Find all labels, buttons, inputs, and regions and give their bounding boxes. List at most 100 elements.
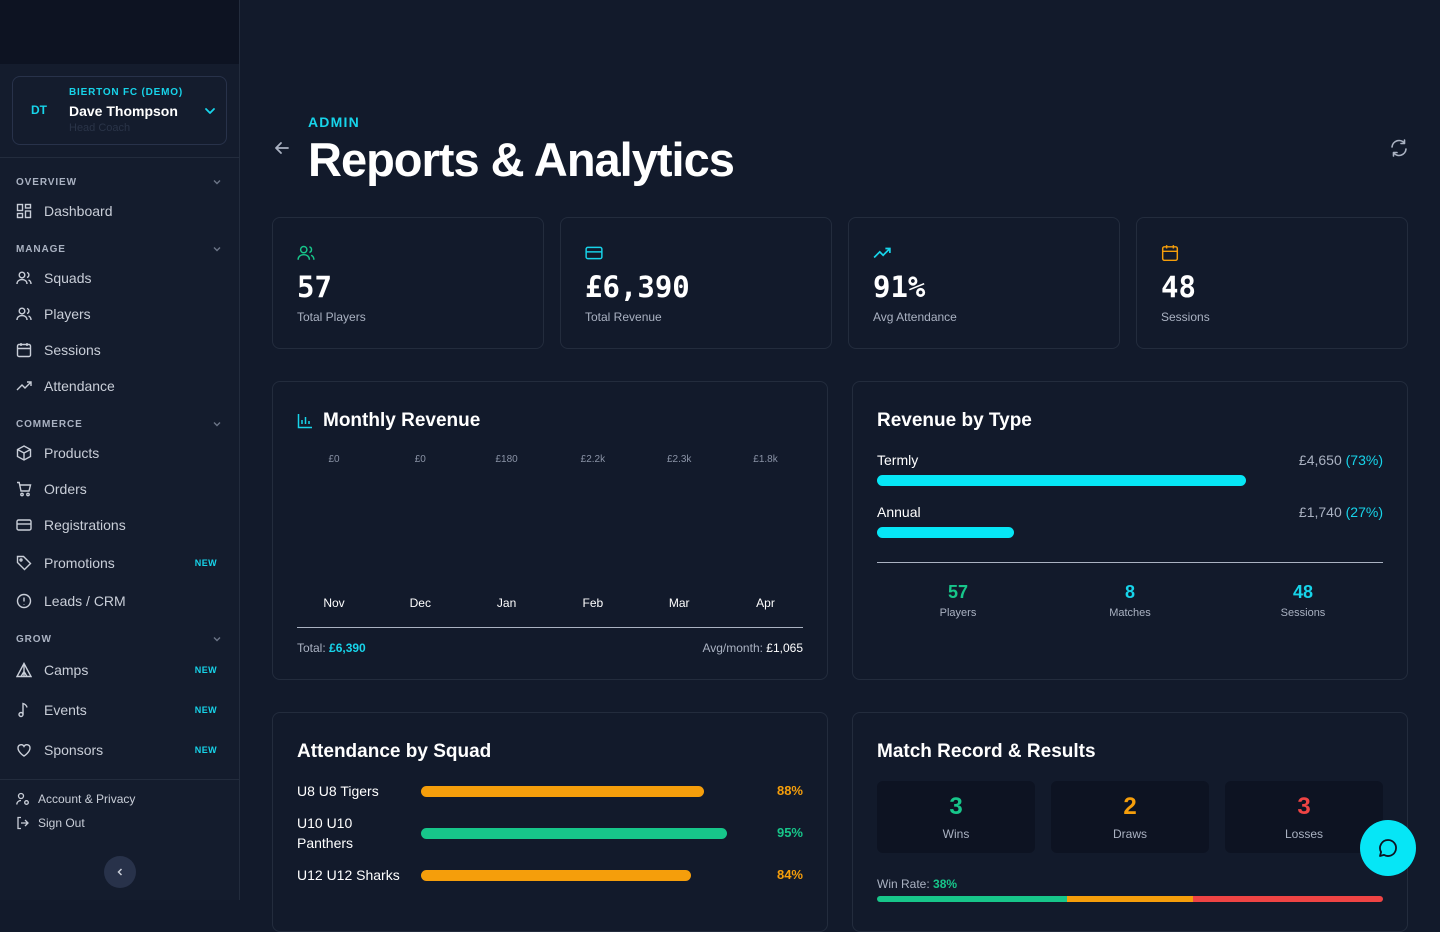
account-switcher[interactable]: DT BIERTON FC (DEMO) Dave Thompson Head … (12, 76, 227, 145)
divider (0, 779, 239, 780)
users-icon (297, 244, 315, 267)
info-circle-icon (16, 593, 32, 609)
attendance-bar (421, 870, 692, 881)
avg-label: Avg/month: (702, 641, 763, 655)
chat-button[interactable] (1360, 820, 1416, 876)
heart-icon (17, 744, 31, 757)
mini-stat-matches: 8 Matches (1070, 582, 1190, 619)
chevron-down-icon (212, 416, 222, 434)
refresh-button[interactable] (1389, 138, 1409, 163)
sidebar-item-label: Orders (44, 481, 87, 497)
amount-percent: (27%) (1345, 504, 1383, 520)
bar-category-label: Apr (756, 596, 775, 610)
sidebar-item-attendance[interactable]: Attendance (16, 372, 224, 400)
match-record-card: Match Record & Results 3 Wins 2 Draws 3 … (852, 712, 1408, 932)
section-commerce[interactable]: COMMERCE (16, 414, 224, 430)
tent-icon (16, 662, 32, 678)
sidebar-item-label: Events (44, 702, 87, 718)
attendance-by-squad-card: Attendance by Squad U8 U8 Tigers 88% U10… (272, 712, 828, 932)
sidebar-item-label: Promotions (44, 555, 115, 571)
sidebar-item-label: Leads / CRM (44, 593, 126, 609)
trending-up-icon (16, 381, 32, 391)
bar-category-label: Feb (582, 596, 604, 610)
bar-category-label: Mar (668, 596, 690, 610)
bar-chart-icon (297, 414, 312, 429)
sidebar-item-label: Registrations (44, 517, 126, 533)
card-title: Attendance by Squad (297, 741, 492, 762)
section-overview[interactable]: OVERVIEW (16, 172, 224, 188)
card-title: Revenue by Type (877, 410, 1032, 431)
refresh-icon (1391, 139, 1407, 157)
win-rate-segment (1193, 896, 1383, 902)
sidebar-item-promotions[interactable]: Promotions NEW (16, 549, 224, 577)
mini-stat-value: 8 (1124, 582, 1135, 602)
avg-value: £1,065 (766, 641, 803, 655)
amount-percent: (73%) (1345, 452, 1383, 468)
collapse-sidebar-button[interactable] (104, 856, 136, 888)
chevron-left-icon (117, 868, 123, 876)
mini-stat-label: Sessions (1280, 607, 1326, 619)
sidebar-item-leads-crm[interactable]: Leads / CRM (16, 587, 224, 615)
mini-stat-sessions: 48 Sessions (1243, 582, 1363, 619)
sidebar-item-sessions[interactable]: Sessions (16, 336, 224, 364)
sidebar: DT BIERTON FC (DEMO) Dave Thompson Head … (0, 0, 240, 900)
user-settings-icon (16, 792, 29, 805)
sidebar-item-sponsors[interactable]: Sponsors NEW (16, 736, 224, 764)
revenue-type-bar (877, 527, 1014, 538)
stat-value: 57 (297, 270, 332, 304)
attendance-percent: 95% (776, 825, 803, 840)
sidebar-item-orders[interactable]: Orders (16, 475, 224, 503)
sidebar-item-registrations[interactable]: Registrations (16, 511, 224, 539)
bar-value-label: £1.8k (753, 454, 778, 465)
avatar: DT (31, 103, 47, 117)
dashboard-icon (16, 203, 32, 219)
sidebar-item-products[interactable]: Products (16, 439, 224, 467)
arrow-left-icon (275, 142, 289, 154)
chevron-down-icon (212, 631, 222, 649)
stat-label: Total Players (297, 310, 366, 324)
sidebar-item-label: Sessions (44, 342, 101, 358)
section-label: GROW (16, 634, 52, 645)
win-rate: Win Rate: 38% (877, 877, 957, 891)
squad-name: U12 U12 Sharks (297, 867, 400, 883)
bar-value-label: £2.3k (666, 454, 692, 465)
sign-out-link[interactable]: Sign Out (16, 816, 85, 830)
attendance-percent: 84% (776, 867, 803, 882)
chevron-down-icon (212, 174, 222, 192)
sidebar-item-dashboard[interactable]: Dashboard (16, 197, 224, 225)
card-title: Match Record & Results (877, 741, 1096, 762)
account-privacy-link[interactable]: Account & Privacy (16, 792, 135, 806)
win-rate-bar (877, 896, 1383, 902)
credit-card-icon (16, 519, 32, 531)
sidebar-item-players[interactable]: Players (16, 300, 224, 328)
page-eyebrow: ADMIN (308, 114, 360, 130)
main-content: ADMIN Reports & Analytics 57 Total Playe… (240, 0, 1440, 932)
revenue-by-type-card: Revenue by Type Termly £4,650 (73%) Annu… (852, 381, 1408, 680)
sidebar-item-label: Camps (44, 662, 89, 678)
bar-category-label: Jan (496, 596, 517, 610)
sidebar-item-squads[interactable]: Squads (16, 264, 224, 292)
monthly-revenue-card: Monthly Revenue £0 Nov £0 Dec £180 Jan £2.2k Fe… (272, 381, 828, 680)
section-manage[interactable]: MANAGE (16, 239, 224, 255)
stat-card-players: 57 Total Players (272, 217, 544, 349)
mini-stat-players: 57 Players (898, 582, 1018, 619)
sign-out-label: Sign Out (38, 816, 85, 830)
stat-value: 48 (1161, 270, 1196, 304)
card-title: Monthly Revenue (297, 410, 480, 432)
mini-stat-label: Matches (1109, 607, 1151, 619)
mini-stat-label: Players (939, 607, 977, 619)
calendar-icon (16, 343, 32, 358)
win-rate-label: Win Rate: (877, 877, 930, 891)
sidebar-item-events[interactable]: Events NEW (16, 696, 224, 724)
credit-card-icon (585, 244, 603, 267)
section-grow[interactable]: GROW (16, 629, 224, 645)
stat-label: Total Revenue (585, 310, 662, 324)
new-badge: NEW (194, 665, 217, 675)
sidebar-item-label: Players (44, 306, 91, 322)
revenue-type-name: Annual (877, 504, 921, 520)
result-losses: 3 Losses (1225, 781, 1383, 853)
sidebar-item-camps[interactable]: Camps NEW (16, 656, 224, 684)
back-button[interactable] (272, 138, 292, 163)
users-icon (16, 307, 32, 321)
trending-up-icon (873, 244, 891, 267)
